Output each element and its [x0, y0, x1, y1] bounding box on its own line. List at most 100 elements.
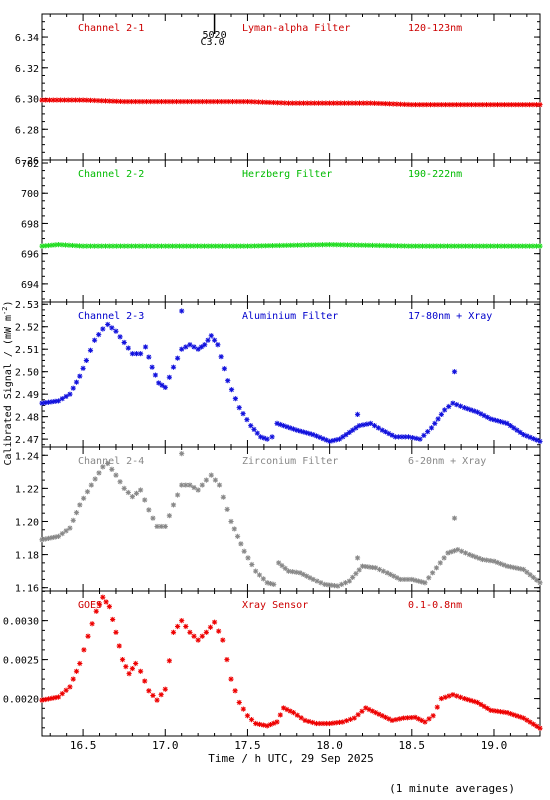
data-point [96, 470, 102, 476]
data-point [269, 434, 275, 440]
data-point [484, 414, 491, 420]
data-point [331, 583, 338, 589]
data-point [377, 242, 383, 249]
data-point [234, 243, 240, 249]
data-point [366, 564, 372, 570]
data-point [88, 482, 94, 488]
data-point [95, 243, 101, 249]
panel-frame [41, 301, 541, 448]
data-point [287, 242, 293, 248]
data-point [92, 476, 98, 482]
data-point [202, 342, 208, 348]
data-point [517, 714, 523, 720]
data-point [315, 100, 322, 106]
data-point [379, 713, 385, 719]
panel-5: 0.0020 0.0025 0.0030 GOES Xray Sensor 0.1-0.8… [3, 590, 543, 737]
data-point [384, 570, 390, 576]
data-point [282, 565, 288, 571]
data-point [126, 671, 132, 677]
data-point [351, 715, 357, 721]
data-point [327, 100, 333, 106]
data-point [183, 482, 189, 488]
y-tick-label: 6.32 [15, 64, 39, 75]
data-point [454, 402, 460, 408]
data-point [264, 436, 270, 442]
data-point [417, 436, 423, 442]
data-point [39, 243, 45, 249]
data-point [461, 405, 467, 411]
data-point [253, 568, 259, 574]
data-point [113, 328, 119, 334]
data-point [237, 243, 243, 249]
data-point [158, 523, 164, 530]
data-point [287, 425, 293, 431]
data-point [409, 102, 415, 108]
data-point [530, 721, 537, 727]
data-point [438, 695, 444, 702]
x-tick-label: 18.5 [399, 739, 426, 752]
data-point [62, 242, 69, 248]
data-point [391, 573, 397, 579]
data-point [459, 548, 465, 554]
data-point [437, 560, 443, 566]
data-point [185, 99, 191, 105]
data-point [52, 242, 58, 248]
data-point [421, 432, 427, 438]
data-point [297, 570, 303, 576]
panel-channel-label: Channel 2-1 [78, 23, 144, 34]
data-point [236, 699, 242, 706]
data-point [105, 321, 111, 328]
data-point [328, 582, 334, 588]
data-point [234, 533, 241, 539]
data-point [39, 697, 45, 703]
data-point [306, 718, 312, 725]
y-tick-label: 6.28 [15, 125, 39, 136]
data-point [430, 713, 436, 719]
data-point [509, 102, 515, 108]
data-point [479, 556, 486, 563]
data-point [319, 100, 325, 106]
data-point [105, 460, 111, 467]
data-point [125, 243, 131, 249]
data-point [537, 438, 543, 444]
data-point [248, 99, 254, 105]
data-point [523, 243, 529, 249]
data-point [507, 711, 514, 717]
x-tick-label: 18.0 [316, 739, 343, 752]
data-point [279, 563, 285, 569]
data-point [393, 717, 399, 723]
data-point [305, 242, 311, 248]
data-point [394, 243, 401, 249]
data-point [222, 99, 228, 105]
data-point [360, 100, 366, 106]
data-point [271, 581, 277, 587]
data-point [73, 243, 79, 249]
outlier-point [451, 369, 458, 375]
panel-3: 2.47 2.48 2.49 2.50 2.51 2.52 2.53 Channel 2-3 A… [15, 300, 543, 448]
data-point [462, 550, 469, 556]
data-point [191, 484, 197, 491]
data-point [147, 243, 153, 249]
data-point [491, 102, 497, 108]
data-point [102, 98, 109, 104]
data-point [480, 243, 486, 249]
data-point [389, 432, 395, 438]
data-point [362, 242, 368, 248]
data-point [224, 657, 230, 663]
data-point [310, 576, 316, 583]
data-point [461, 102, 467, 108]
data-point [302, 242, 308, 248]
data-point [412, 714, 418, 720]
data-point [382, 714, 389, 720]
data-point [375, 100, 381, 107]
data-point [262, 243, 268, 249]
data-point [166, 243, 172, 249]
data-point [232, 396, 238, 402]
data-point [117, 334, 123, 340]
data-point [245, 555, 251, 561]
data-point [117, 98, 124, 105]
data-point [355, 242, 361, 248]
averaging-note: (1 minute averages) [389, 782, 515, 795]
data-point [162, 384, 168, 391]
data-point [435, 102, 441, 108]
